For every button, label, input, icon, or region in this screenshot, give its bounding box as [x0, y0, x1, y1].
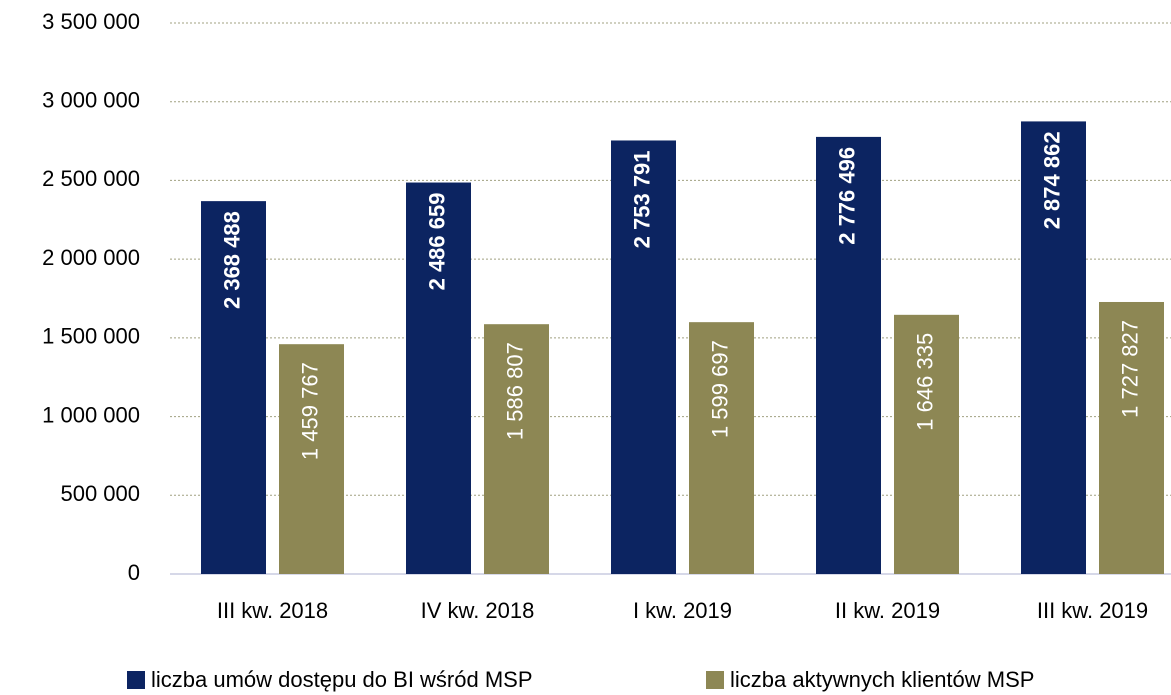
data-label: 2 776 496 [834, 147, 859, 245]
y-tick-label: 2 000 000 [42, 245, 140, 270]
data-label: 1 459 767 [297, 362, 322, 460]
y-tick-label: 500 000 [60, 481, 140, 506]
x-tick-label: II kw. 2019 [835, 598, 940, 623]
bar [689, 322, 754, 574]
bar [611, 140, 676, 574]
x-tick-label: IV kw. 2018 [421, 598, 535, 623]
data-label: 1 599 697 [707, 340, 732, 438]
data-label: 2 874 862 [1039, 131, 1064, 229]
y-tick-label: 2 500 000 [42, 166, 140, 191]
legend-label: liczba aktywnych klientów MSP [730, 667, 1034, 692]
y-tick-label: 0 [128, 560, 140, 585]
data-label: 1 646 335 [912, 333, 937, 431]
bar [279, 344, 344, 574]
data-label: 2 486 659 [424, 193, 449, 291]
data-label: 1 727 827 [1117, 320, 1142, 418]
bar [406, 182, 471, 575]
bar [1099, 301, 1164, 574]
bar [201, 201, 266, 574]
x-tick-label: I kw. 2019 [633, 598, 732, 623]
y-tick-label: 3 000 000 [42, 88, 140, 113]
x-tick-label: III kw. 2019 [1037, 598, 1148, 623]
legend-swatch [127, 671, 145, 689]
bar [816, 136, 881, 574]
bar [1021, 121, 1086, 574]
bar [894, 314, 959, 574]
y-tick-label: 3 500 000 [42, 9, 140, 34]
x-tick-label: III kw. 2018 [217, 598, 328, 623]
data-label: 2 753 791 [629, 150, 654, 248]
legend-label: liczba umów dostępu do BI wśród MSP [151, 667, 533, 692]
y-tick-label: 1 000 000 [42, 402, 140, 427]
y-tick-label: 1 500 000 [42, 324, 140, 349]
legend-swatch [706, 671, 724, 689]
bar [484, 324, 549, 574]
data-label: 2 368 488 [219, 211, 244, 309]
data-label: 1 586 807 [502, 342, 527, 440]
